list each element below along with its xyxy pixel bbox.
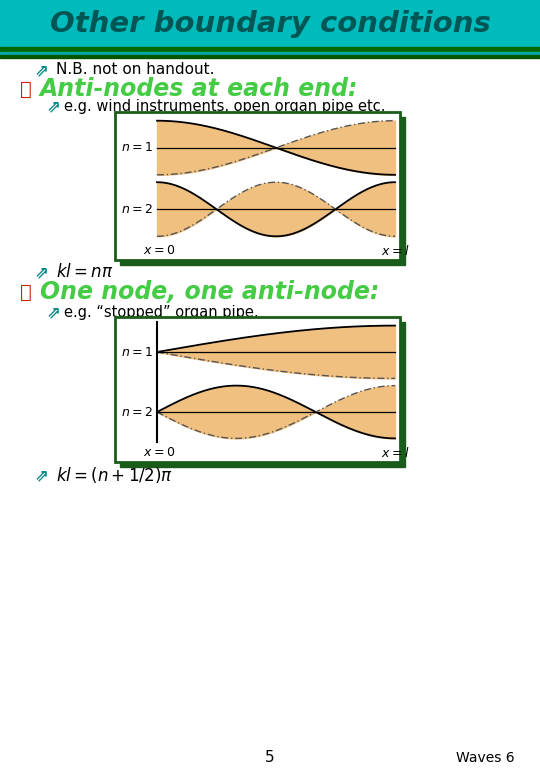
Text: $x=l$: $x=l$ (381, 446, 409, 460)
Text: $n=2$: $n=2$ (121, 203, 153, 216)
Text: $n=2$: $n=2$ (121, 406, 153, 419)
Text: e.g. wind instruments, open organ pipe etc.: e.g. wind instruments, open organ pipe e… (64, 98, 386, 114)
Text: ⇗: ⇗ (46, 303, 60, 321)
Text: ⇗: ⇗ (35, 61, 49, 79)
Text: $x=0$: $x=0$ (143, 244, 175, 257)
Text: e.g. “stopped” organ pipe.: e.g. “stopped” organ pipe. (64, 304, 259, 320)
Text: Other boundary conditions: Other boundary conditions (50, 10, 490, 38)
Bar (115, 112, 400, 260)
Text: $n=1$: $n=1$ (121, 346, 153, 359)
Bar (115, 317, 400, 462)
Text: $x=0$: $x=0$ (143, 446, 175, 459)
Text: 5: 5 (265, 750, 275, 765)
Text: ⇗: ⇗ (35, 263, 49, 281)
Bar (120, 322, 405, 467)
Text: N.B. not on handout.: N.B. not on handout. (56, 62, 214, 77)
Text: ⇗: ⇗ (35, 466, 49, 484)
Text: $n=1$: $n=1$ (121, 141, 153, 154)
Text: One node, one anti-node:: One node, one anti-node: (40, 280, 380, 304)
Text: Waves 6: Waves 6 (456, 751, 515, 765)
Text: 👎: 👎 (20, 80, 32, 98)
Bar (0, 52, 540, 55)
Text: ⇗: ⇗ (46, 97, 60, 115)
Bar (120, 117, 405, 265)
Bar (0, 47, 540, 52)
Text: $kl = n\pi$: $kl = n\pi$ (56, 263, 113, 281)
Bar (0, 55, 540, 58)
Bar (0, 0, 540, 47)
Text: $x=l$: $x=l$ (381, 244, 409, 258)
Text: $kl = (n+1/2)\pi$: $kl = (n+1/2)\pi$ (56, 465, 173, 485)
Text: 👎: 👎 (20, 282, 32, 302)
Text: Anti-nodes at each end:: Anti-nodes at each end: (40, 77, 359, 101)
